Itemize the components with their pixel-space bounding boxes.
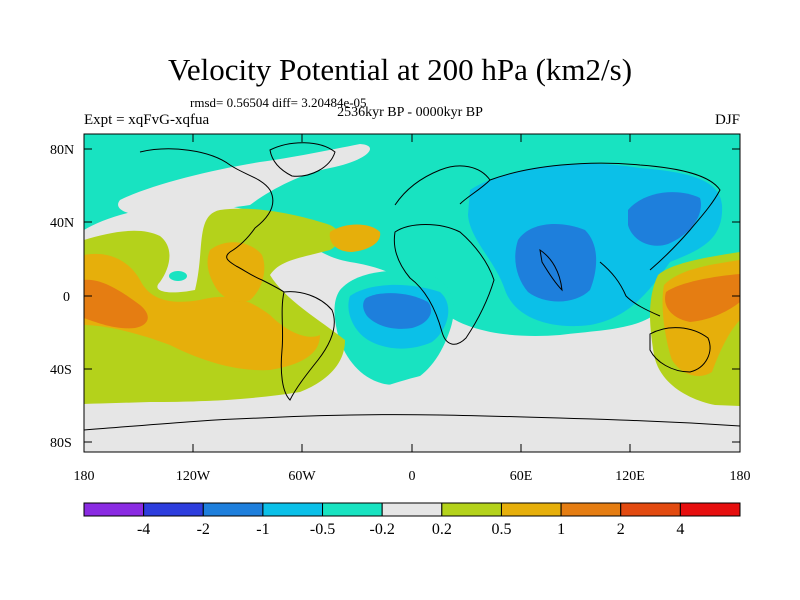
chart-title: Velocity Potential at 200 hPa (km2/s) xyxy=(167,52,633,87)
lon-label-120e: 120E xyxy=(615,469,645,484)
colorbar-label-6: 0.5 xyxy=(491,521,511,538)
colorbar-label-3: -0.5 xyxy=(310,521,335,538)
contour-field xyxy=(84,134,740,452)
colorbar-label-2: -1 xyxy=(256,521,269,538)
coast-greenland xyxy=(269,142,336,177)
lon-labels: 180 120W 60W 0 60E 120E 180 xyxy=(74,469,751,484)
field-pacific-mid-pos xyxy=(84,253,320,371)
lat-axis xyxy=(84,148,740,443)
stats-line: rmsd= 0.56504 diff= 3.20484e-05 xyxy=(190,95,367,110)
lat-label-40s: 40S xyxy=(50,363,72,378)
coast-asia xyxy=(489,162,721,271)
colorbar-box-2 xyxy=(202,502,264,517)
field-antarctic xyxy=(84,362,740,452)
field-pacific-strong-pos xyxy=(84,279,148,329)
colorbar-label-7: 1 xyxy=(557,521,565,538)
colorbar-label-0: -4 xyxy=(137,521,150,538)
colorbar-boxes xyxy=(83,502,741,517)
coast-antarctica xyxy=(84,414,740,431)
lon-label-60e: 60E xyxy=(510,469,533,484)
colorbar-box-7 xyxy=(500,502,562,517)
season-label: DJF xyxy=(714,112,740,128)
field-atlantic-mid-pos xyxy=(329,224,381,252)
lon-axis xyxy=(83,134,741,452)
colorbar-box-4 xyxy=(322,502,383,517)
colorbar-labels: -4 -2 -1 -0.5 -0.2 0.2 0.5 1 2 4 xyxy=(137,521,684,538)
field-north-band-gap xyxy=(118,144,370,216)
lat-label-80n: 80N xyxy=(50,143,74,158)
colorbar-box-10 xyxy=(679,502,741,517)
lon-label-120w: 120W xyxy=(176,469,211,484)
lon-label-60w: 60W xyxy=(288,469,316,484)
colorbar-box-9 xyxy=(620,502,681,517)
coast-southeast-asia xyxy=(599,261,661,317)
coastlines xyxy=(84,142,740,431)
coast-south-america xyxy=(280,291,335,401)
period-text: 2536kyr BP - 0000kyr BP xyxy=(337,105,483,120)
lat-label-0: 0 xyxy=(63,290,70,305)
coast-australia xyxy=(649,327,711,373)
colorbar-box-6 xyxy=(441,502,502,517)
coast-europe xyxy=(394,165,491,206)
colorbar-label-1: -2 xyxy=(197,521,210,538)
coast-central-america xyxy=(235,265,285,293)
field-south-atlantic-core xyxy=(363,293,432,329)
lon-label-0: 0 xyxy=(409,469,416,484)
period-line: 2536kyr BP - 0000kyr BP xyxy=(0,106,800,120)
lon-label-180w: 180 xyxy=(74,469,95,484)
colorbar-label-9: 4 xyxy=(676,521,684,538)
colorbar-box-3 xyxy=(262,502,324,517)
colorbar-label-4: -0.2 xyxy=(370,521,395,538)
field-east-asia-core xyxy=(628,192,701,246)
lon-label-180e: 180 xyxy=(730,469,751,484)
experiment-label: Expt = xqFvG-xqfua xyxy=(84,112,210,128)
colorbar-box-5 xyxy=(381,502,443,517)
field-asia-core xyxy=(515,224,597,302)
colorbar-box-8 xyxy=(560,502,622,517)
lat-label-40n: 40N xyxy=(50,216,74,231)
coast-africa xyxy=(393,224,495,345)
colorbar-label-5: 0.2 xyxy=(432,521,452,538)
field-west-pacific-strong-pos xyxy=(665,274,740,322)
colorbar-box-0 xyxy=(83,502,145,517)
lat-label-80s: 80S xyxy=(50,436,72,451)
field-pacific-island xyxy=(169,271,187,281)
field-americas-mid-pos xyxy=(207,242,265,302)
colorbar-box-1 xyxy=(143,502,204,517)
coast-north-america xyxy=(139,148,274,267)
colorbar: -4 -2 -1 -0.5 -0.2 0.2 0.5 1 2 4 xyxy=(83,502,741,538)
lat-labels: 80N 40N 0 40S 80S xyxy=(50,143,74,451)
colorbar-label-8: 2 xyxy=(617,521,625,538)
coast-india xyxy=(539,248,563,292)
